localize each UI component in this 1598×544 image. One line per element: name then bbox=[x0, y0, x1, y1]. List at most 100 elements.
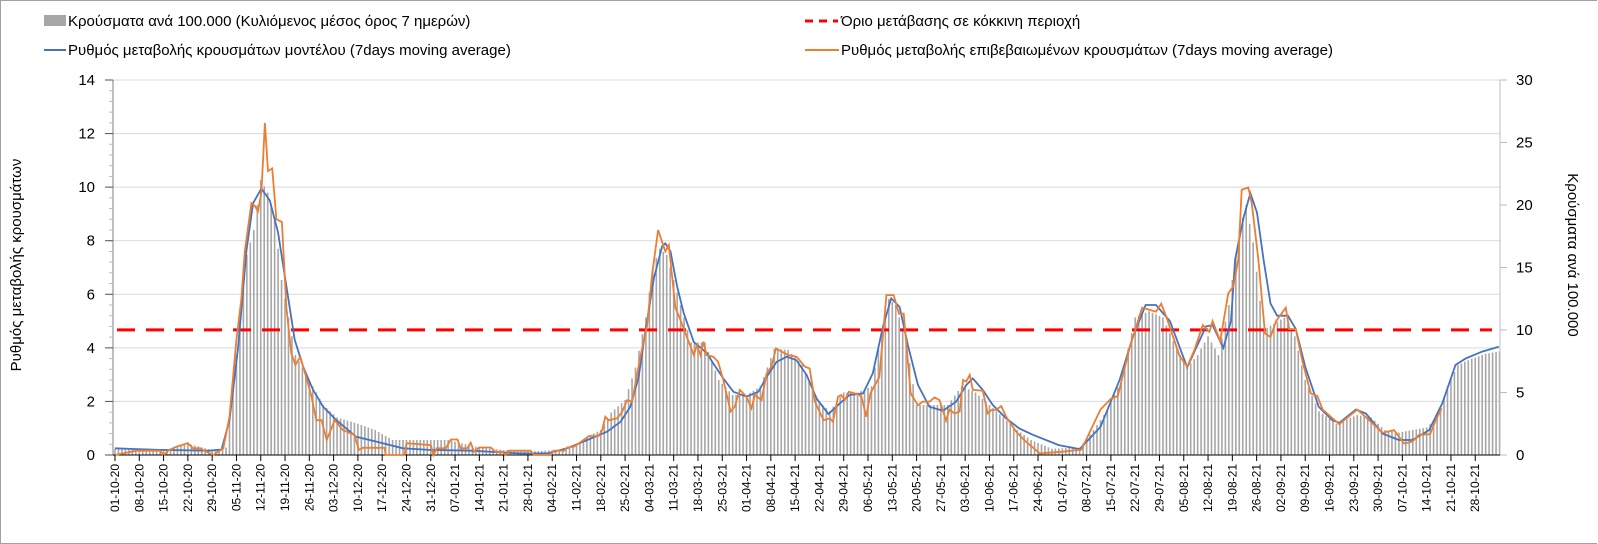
bar bbox=[1176, 348, 1178, 455]
bar bbox=[256, 205, 259, 455]
bar bbox=[749, 392, 751, 455]
bar bbox=[228, 416, 231, 455]
bar bbox=[933, 405, 935, 455]
bar bbox=[377, 432, 380, 455]
bar bbox=[985, 401, 987, 455]
bar bbox=[776, 349, 779, 455]
x-tick-label: 18-03-21 bbox=[691, 464, 705, 512]
bar bbox=[301, 367, 304, 455]
bar bbox=[454, 441, 456, 455]
bar bbox=[950, 400, 953, 455]
y-axis-right-title: Κρούσματα ανά 100.000 bbox=[1564, 173, 1581, 336]
bar bbox=[1044, 445, 1046, 455]
bar bbox=[915, 405, 918, 455]
bar bbox=[999, 414, 1001, 455]
bar bbox=[308, 380, 311, 455]
bar bbox=[1224, 321, 1227, 455]
x-tick-label: 01-04-21 bbox=[740, 464, 754, 512]
bar bbox=[717, 380, 720, 455]
bar bbox=[1082, 443, 1084, 455]
bar bbox=[721, 383, 724, 455]
y-right-tick-label: 5 bbox=[1516, 385, 1524, 402]
bar bbox=[1096, 425, 1098, 455]
bar bbox=[305, 373, 307, 455]
bar bbox=[284, 298, 286, 455]
bar bbox=[1200, 348, 1202, 455]
bar bbox=[926, 405, 928, 455]
bar bbox=[1488, 353, 1490, 455]
x-tick-label: 11-03-21 bbox=[667, 464, 681, 511]
bar bbox=[273, 217, 276, 455]
x-tick-label: 19-08-21 bbox=[1225, 464, 1239, 512]
bar bbox=[159, 449, 161, 455]
x-tick-label: 25-03-21 bbox=[715, 464, 729, 512]
bar bbox=[1030, 440, 1032, 455]
bar bbox=[908, 363, 911, 455]
bar bbox=[381, 434, 383, 455]
bar bbox=[1429, 424, 1431, 455]
x-tick-label: 15-07-21 bbox=[1104, 464, 1118, 512]
bar bbox=[655, 258, 658, 455]
bar bbox=[1373, 420, 1376, 455]
bar bbox=[1162, 317, 1164, 455]
bar bbox=[770, 358, 772, 455]
x-tick-label: 22-04-21 bbox=[812, 464, 826, 512]
bar bbox=[447, 440, 449, 455]
bar bbox=[1158, 315, 1161, 455]
bar bbox=[1040, 444, 1043, 455]
bar bbox=[1380, 426, 1383, 455]
bar bbox=[1366, 416, 1369, 455]
bar bbox=[797, 361, 800, 455]
bar bbox=[162, 450, 165, 455]
bar bbox=[249, 242, 252, 455]
bar bbox=[995, 411, 998, 455]
bar bbox=[940, 405, 942, 455]
bar bbox=[815, 398, 817, 455]
x-tick-label: 07-10-21 bbox=[1395, 464, 1409, 512]
bar bbox=[145, 449, 148, 455]
bar bbox=[846, 392, 848, 455]
bar bbox=[901, 330, 904, 455]
bar bbox=[1311, 395, 1313, 455]
bar bbox=[801, 365, 803, 455]
bar bbox=[423, 440, 425, 455]
bar bbox=[1099, 420, 1102, 455]
bar bbox=[1314, 403, 1317, 455]
bar bbox=[1304, 380, 1307, 455]
bar bbox=[121, 448, 123, 455]
bar bbox=[620, 403, 623, 455]
bar bbox=[114, 448, 116, 455]
bar bbox=[697, 342, 699, 455]
bar bbox=[1464, 361, 1466, 455]
bar bbox=[253, 230, 255, 455]
line-series-model bbox=[114, 186, 1500, 455]
bar bbox=[967, 389, 970, 455]
bar bbox=[135, 449, 137, 455]
y-right-tick-label: 0 bbox=[1516, 447, 1524, 464]
bar bbox=[856, 392, 859, 455]
bar bbox=[1228, 305, 1230, 455]
bar bbox=[1443, 396, 1445, 455]
bar bbox=[346, 420, 349, 455]
bar bbox=[1186, 367, 1189, 455]
x-tick-label: 31-12-20 bbox=[424, 464, 438, 512]
bar bbox=[367, 427, 370, 455]
bar bbox=[1221, 338, 1223, 455]
bar bbox=[1287, 323, 1289, 455]
x-tick-label: 14-01-21 bbox=[472, 464, 486, 512]
y-axis-left-ticks: 0 2 4 6 8 10 12 14 bbox=[78, 72, 113, 464]
bar bbox=[773, 348, 776, 455]
x-tick-label: 03-06-21 bbox=[958, 464, 972, 512]
x-tick-label: 25-02-21 bbox=[618, 464, 632, 512]
bar bbox=[752, 390, 755, 455]
bar bbox=[1460, 363, 1463, 455]
bar bbox=[395, 440, 397, 455]
bar bbox=[596, 431, 599, 455]
bar bbox=[1321, 413, 1324, 455]
bar bbox=[1078, 447, 1081, 455]
bar bbox=[1189, 363, 1192, 455]
bar bbox=[971, 390, 973, 455]
bar bbox=[450, 440, 453, 455]
bar bbox=[881, 330, 883, 455]
